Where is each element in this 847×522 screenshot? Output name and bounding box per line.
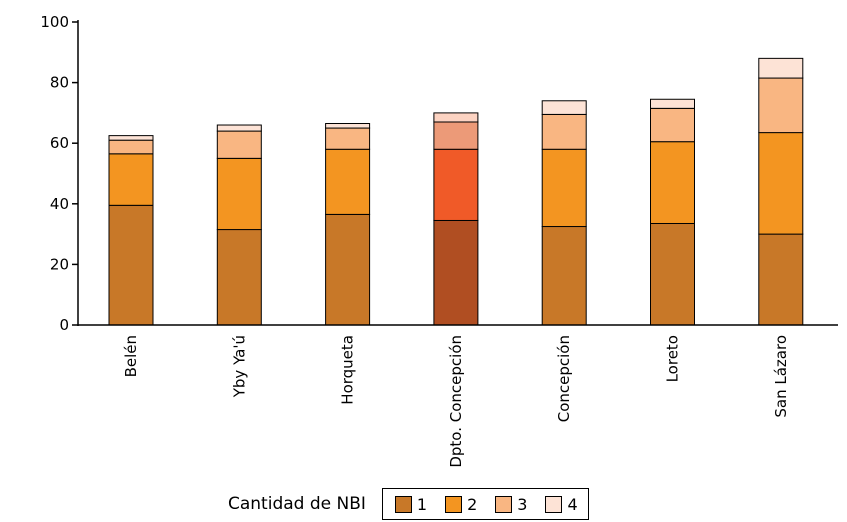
bar-segment-1 [433, 219, 479, 326]
legend-entry-1: 1 [394, 494, 428, 514]
y-tick-label: 20 [50, 255, 69, 273]
bar-segment-4 [650, 98, 695, 109]
legend-entry-2: 2 [445, 495, 477, 514]
x-axis-labels: Belén Yby Ya'ú Horqueta Dpto. Concepción Con… [122, 335, 790, 468]
legend-title: Cantidad de NBI [228, 494, 366, 514]
bar-segment-1 [541, 226, 587, 326]
legend-swatch [394, 495, 412, 513]
legend-swatch [545, 495, 563, 513]
y-tick-label: 40 [50, 195, 69, 213]
bar-segment-3 [108, 139, 154, 155]
bar-segment-1 [216, 229, 262, 326]
bar-segment-2 [216, 157, 262, 231]
bar-segment-3 [433, 121, 479, 150]
y-axis: 0 20 40 60 80 100 [40, 13, 79, 334]
bar-segment-4 [216, 124, 262, 132]
legend-swatch [445, 495, 463, 513]
bar-segment-3 [325, 127, 371, 150]
legend: Cantidad de NBI 1 2 3 4 [228, 487, 589, 521]
bar-segment-2 [650, 141, 695, 224]
y-tick-label: 80 [50, 74, 69, 92]
bar-segment-2 [108, 153, 154, 206]
bar-segment-4 [108, 135, 154, 141]
bar-segment-4 [433, 112, 479, 123]
x-category-label: Yby Ya'ú [230, 335, 248, 398]
x-category-label: Horqueta [339, 335, 357, 405]
bar-segment-4 [758, 57, 804, 79]
bar-segment-1 [758, 233, 804, 326]
legend-swatch [495, 495, 513, 513]
bar-segment-4 [541, 100, 587, 115]
bars [108, 57, 804, 326]
x-category-label: Loreto [664, 335, 682, 382]
x-category-label: San Lázaro [772, 335, 790, 418]
bar-segment-1 [650, 222, 695, 326]
y-tick-label: 0 [59, 316, 69, 334]
bar-segment-3 [541, 113, 587, 150]
x-category-label: Dpto. Concepción [447, 335, 465, 468]
bar-segment-3 [216, 130, 262, 159]
bar-segment-2 [541, 148, 587, 228]
x-category-label: Belén [122, 335, 140, 377]
legend-entry-3: 3 [495, 495, 527, 514]
bar-segment-2 [758, 132, 804, 235]
legend-label: 2 [467, 494, 478, 514]
bar-segment-2 [433, 148, 479, 221]
x-category-label: Concepción [555, 335, 573, 422]
legend-entry-4: 4 [545, 494, 578, 514]
bar-segment-1 [325, 213, 371, 326]
legend-label: 3 [517, 494, 528, 514]
bar-segment-1 [108, 204, 154, 326]
bar-segment-4 [325, 123, 371, 129]
legend-label: 1 [416, 494, 428, 514]
bar-segment-3 [650, 107, 695, 143]
y-tick-label: 60 [50, 134, 69, 152]
legend-box: 1 2 3 4 [381, 488, 589, 520]
bar-segment-3 [758, 77, 804, 134]
y-tick-label: 100 [40, 13, 69, 31]
legend-label: 4 [567, 494, 578, 514]
bar-segment-2 [325, 148, 371, 215]
